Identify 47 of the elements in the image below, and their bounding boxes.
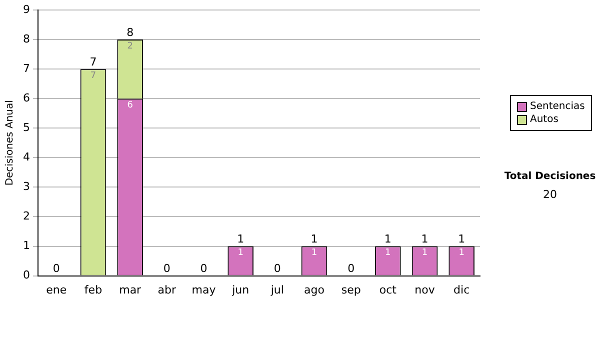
text: Total Decisiones (503, 171, 597, 182)
data-label: 1 (422, 248, 428, 258)
total-label: 7 (90, 55, 97, 68)
x-tick-label: dic (454, 283, 470, 296)
data-label: 1 (458, 248, 464, 258)
y-axis-title: Decisiones Anual (4, 100, 16, 186)
legend-label: Sentencias (530, 100, 585, 113)
x-tick-label: nov (414, 283, 436, 296)
y-tick-label: 8 (23, 32, 30, 46)
total-label: 1 (237, 232, 244, 246)
total-label: 0 (52, 262, 60, 276)
y-tick-label: 2 (23, 210, 30, 223)
x-tick-label: feb (84, 283, 102, 296)
data-label: 6 (127, 100, 134, 110)
y-tick-label: 6 (23, 91, 30, 104)
x-tick-label: abr (158, 283, 177, 296)
data-label: 1 (385, 248, 391, 258)
x-tick-label: oct (379, 283, 398, 296)
x-tick-label: mar (119, 283, 142, 296)
total-label: 0 (348, 262, 355, 276)
total-label: 1 (384, 232, 392, 246)
data-label: 2 (127, 41, 133, 52)
total-label: 8 (126, 26, 134, 39)
y-tick-label: 9 (23, 2, 30, 16)
total-label: 0 (163, 262, 170, 276)
data-label: 1 (238, 248, 244, 258)
text: 20 (542, 188, 558, 201)
y-tick-label: 1 (23, 239, 30, 252)
x-tick-label: ene (46, 283, 67, 296)
legend-label: Autos (530, 113, 558, 126)
y-tick-label: 0 (23, 268, 30, 282)
y-tick-label: 7 (23, 62, 30, 75)
data-label: 1 (311, 248, 318, 258)
x-tick-label: ago (304, 283, 325, 296)
total-label: 1 (421, 232, 428, 246)
x-tick-label: jul (270, 283, 284, 296)
total-label: 1 (458, 232, 466, 246)
y-tick-label: 4 (23, 150, 30, 164)
x-tick-label: jun (231, 283, 250, 296)
x-tick-label: sep (341, 283, 361, 296)
y-tick-label: 3 (23, 180, 30, 194)
total-label: 0 (200, 262, 208, 276)
x-tick-label: may (192, 283, 216, 296)
total-label: 1 (310, 232, 318, 246)
total-label: 0 (274, 262, 281, 276)
y-tick-label: 5 (23, 120, 30, 134)
data-label: 7 (90, 70, 96, 81)
